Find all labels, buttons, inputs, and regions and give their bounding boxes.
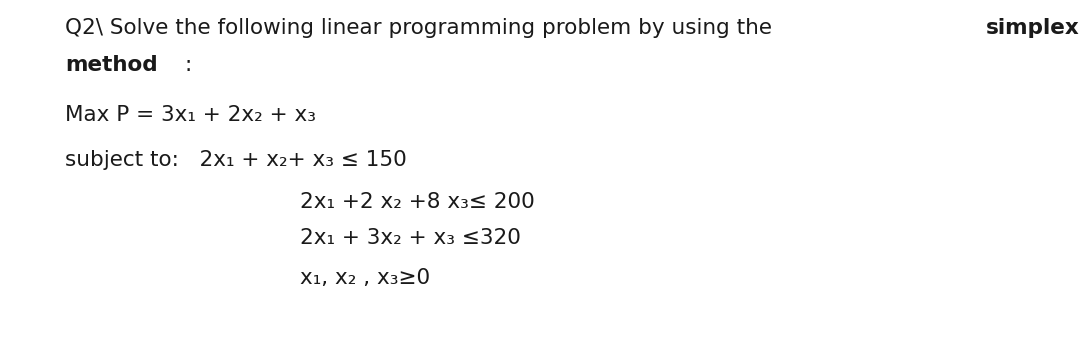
Text: Max P = 3x₁ + 2x₂ + x₃: Max P = 3x₁ + 2x₂ + x₃ xyxy=(65,105,316,125)
Text: x₁, x₂ , x₃≥0: x₁, x₂ , x₃≥0 xyxy=(300,268,430,288)
Text: method: method xyxy=(65,55,158,75)
Text: Q2\ Solve the following linear programming problem by using the: Q2\ Solve the following linear programmi… xyxy=(65,18,779,38)
Text: :: : xyxy=(185,55,192,75)
Text: 2x₁ + 3x₂ + x₃ ≤320: 2x₁ + 3x₂ + x₃ ≤320 xyxy=(300,228,521,248)
Text: subject to:   2x₁ + x₂+ x₃ ≤ 150: subject to: 2x₁ + x₂+ x₃ ≤ 150 xyxy=(65,150,407,170)
Text: simplex: simplex xyxy=(986,18,1080,38)
Text: 2x₁ +2 x₂ +8 x₃≤ 200: 2x₁ +2 x₂ +8 x₃≤ 200 xyxy=(300,192,535,212)
